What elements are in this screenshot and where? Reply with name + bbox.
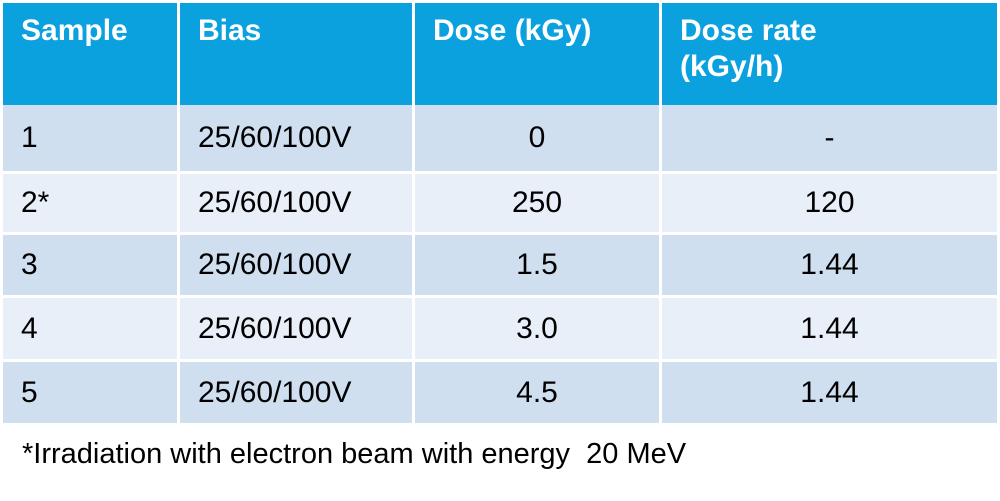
table-cell: 25/60/100V: [180, 235, 415, 298]
table-cell: 25/60/100V: [180, 174, 415, 235]
header-text: Dose rate (kGy/h): [680, 14, 817, 83]
table-cell: 3.0: [415, 298, 662, 362]
table-cell: 5: [3, 362, 180, 426]
table-cell: -: [662, 105, 997, 174]
footnote: *Irradiation with electron beam with ene…: [22, 438, 687, 470]
table-cell: 1.44: [662, 235, 997, 298]
header-cell: Sample: [3, 3, 180, 108]
table-cell: 1: [3, 105, 180, 174]
table-row: 1 25/60/100V 0-: [3, 105, 997, 174]
table-cell: 1.5: [415, 235, 662, 298]
table-cell: 3: [3, 235, 180, 298]
table-cell: 25/60/100V: [180, 298, 415, 362]
table-cell: 4.5: [415, 362, 662, 426]
table-cell: 1.44: [662, 362, 997, 426]
header-cell: Dose (kGy): [415, 3, 662, 108]
table-row: 5 25/60/100V 4.5 1.44: [3, 362, 997, 426]
header-cell: Dose rate (kGy/h): [662, 3, 997, 108]
table-cell: 120: [662, 174, 997, 235]
table-cell: 25/60/100V: [180, 362, 415, 426]
table-row: 2* 25/60/100V 250 120: [3, 174, 997, 235]
table-cell: 2*: [3, 174, 180, 235]
header-cell: Bias: [180, 3, 415, 108]
table-cell: 250: [415, 174, 662, 235]
table-row: 4 25/60/100V 3.0 1.44: [3, 298, 997, 362]
header-row: Sample Bias Dose (kGy) Dose rate (kGy/h): [3, 3, 997, 108]
table-cell: 25/60/100V: [180, 105, 415, 174]
table-cell: 0: [415, 105, 662, 174]
table-cell: 1.44: [662, 298, 997, 362]
header-text: Bias: [198, 14, 262, 47]
header-text: Sample: [21, 14, 128, 47]
table-cell: 4: [3, 298, 180, 362]
table-row: 3 25/60/100V 1.5 1.44: [3, 235, 997, 298]
header-text: Dose (kGy): [433, 14, 592, 47]
